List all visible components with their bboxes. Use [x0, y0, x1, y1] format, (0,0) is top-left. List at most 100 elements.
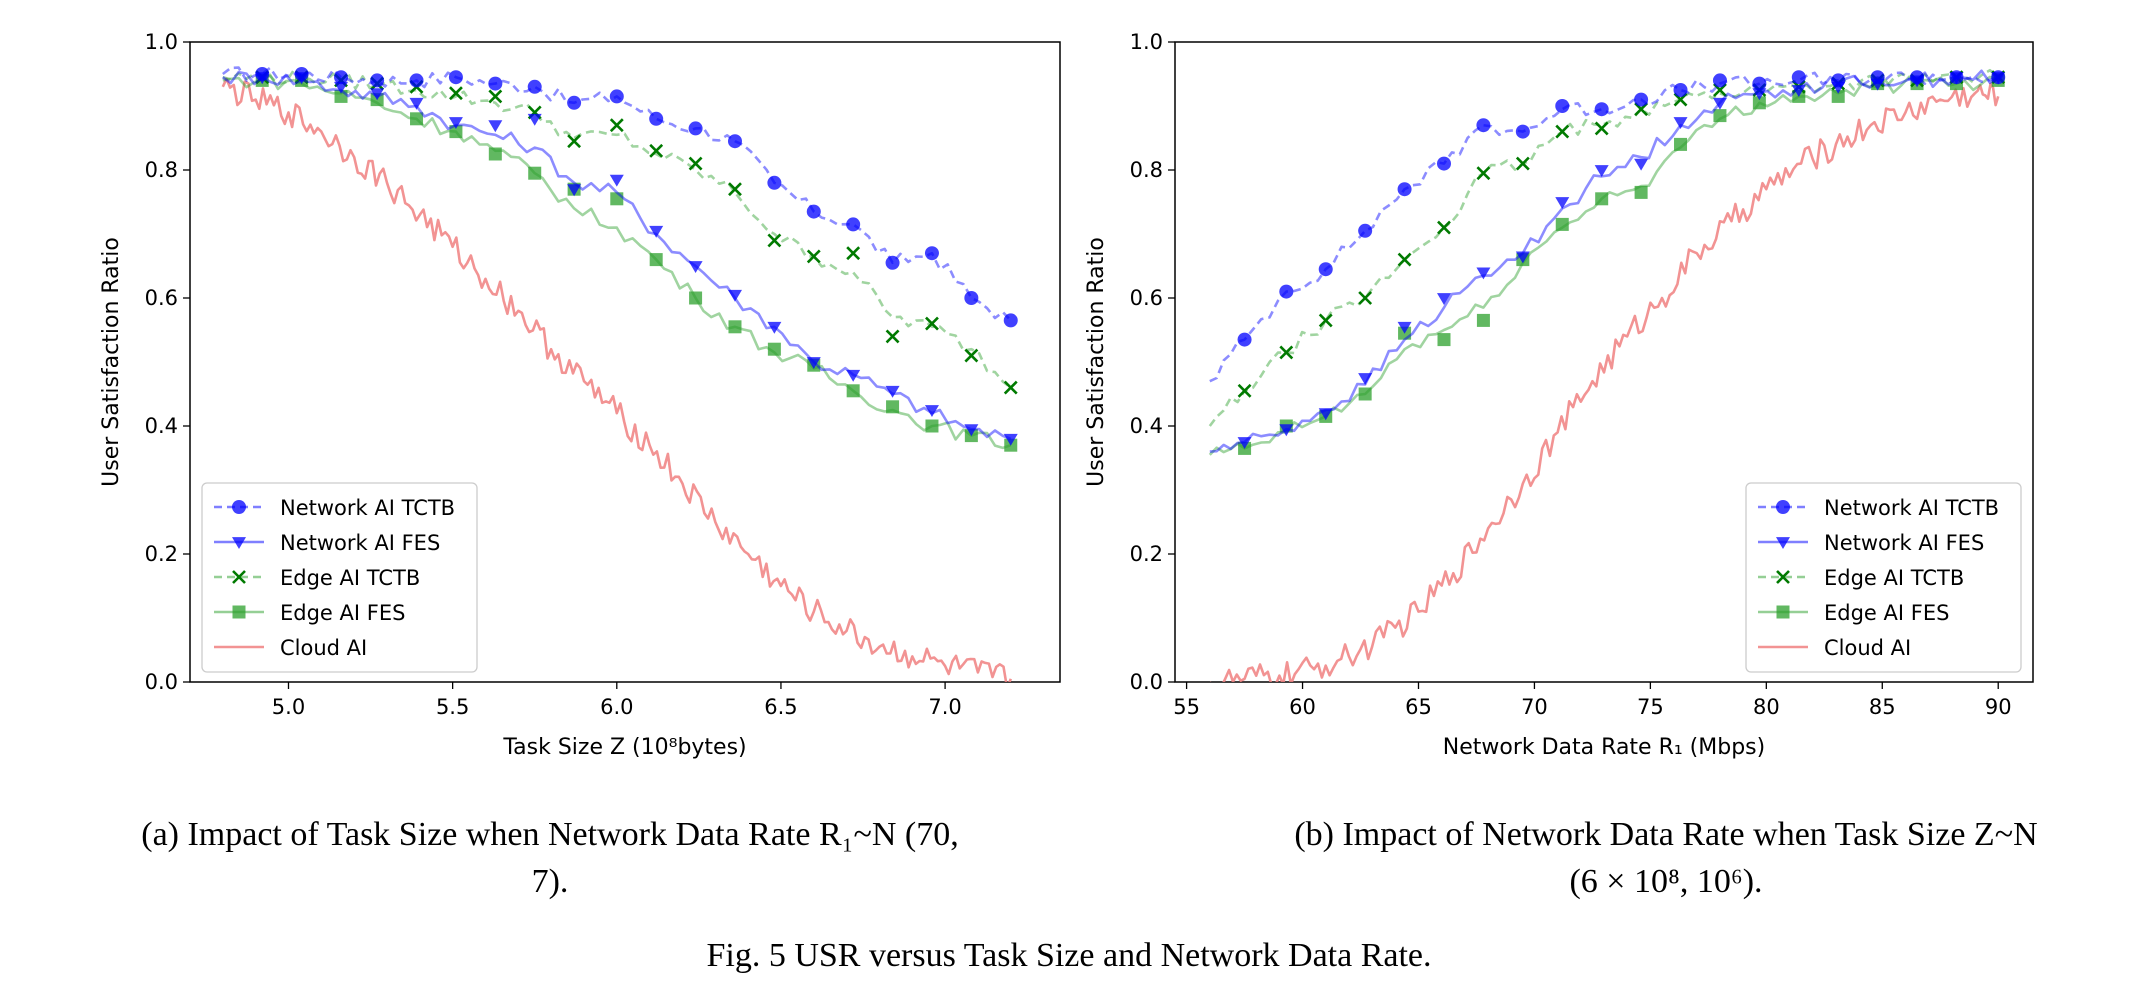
data-point — [1318, 262, 1333, 277]
y-tick-label: 0.0 — [1130, 670, 1163, 694]
data-point — [806, 204, 821, 219]
series-0 — [1209, 70, 2006, 383]
data-point — [1476, 118, 1491, 133]
data-point — [488, 120, 503, 133]
data-point — [1476, 166, 1491, 181]
y-tick-label: 0.8 — [145, 158, 178, 182]
legend-label: Edge AI TCTB — [280, 566, 420, 590]
legend-label: Edge AI FES — [280, 601, 405, 625]
data-point — [567, 95, 582, 110]
x-tick-label: 55 — [1173, 695, 1200, 719]
data-point — [488, 147, 502, 161]
x-tick-label: 7.0 — [928, 695, 961, 719]
data-point — [334, 81, 349, 94]
data-point — [1358, 373, 1373, 385]
data-point — [964, 348, 979, 363]
data-point — [1595, 192, 1609, 206]
series-line — [1208, 68, 2000, 427]
data-point — [649, 225, 664, 238]
data-point — [1279, 284, 1294, 299]
data-point — [1003, 380, 1018, 395]
data-point — [334, 89, 348, 103]
data-point — [1991, 70, 2006, 85]
series-line — [222, 70, 1012, 441]
x-tick-label: 70 — [1521, 695, 1548, 719]
data-point — [1397, 321, 1412, 334]
series-1 — [1209, 69, 2006, 453]
data-point — [1752, 88, 1767, 101]
data-point — [370, 73, 385, 88]
legend-marker — [1776, 537, 1790, 549]
chart-a: User Satisfaction Ratio Task Size Z (10⁸… — [99, 30, 1061, 900]
data-point — [1673, 117, 1688, 129]
data-point — [964, 424, 979, 437]
data-point — [488, 76, 503, 91]
data-point — [1594, 102, 1609, 117]
legend-marker — [232, 570, 246, 584]
data-point — [767, 175, 782, 190]
x-tick-label: 85 — [1869, 695, 1896, 719]
data-point — [767, 342, 781, 356]
data-point — [567, 134, 582, 149]
data-point — [1594, 121, 1609, 136]
data-point — [1870, 70, 1885, 85]
legend-frame — [1745, 482, 2022, 673]
data-point — [1358, 291, 1373, 305]
legend-marker — [1776, 605, 1790, 619]
data-point — [846, 246, 861, 261]
data-point — [1634, 92, 1649, 107]
legend-marker — [1776, 570, 1790, 584]
data-point — [1555, 217, 1569, 231]
data-point — [1555, 124, 1570, 139]
data-point — [806, 357, 821, 369]
data-point — [925, 419, 939, 433]
data-point — [1791, 70, 1806, 85]
series-2 — [1208, 68, 2006, 427]
data-point — [649, 143, 664, 158]
data-point — [885, 329, 900, 344]
data-point — [609, 174, 624, 187]
y-tick-label: 0.2 — [1130, 542, 1163, 566]
series-line — [222, 68, 1012, 389]
data-point — [1003, 313, 1018, 328]
x-tick-label: 65 — [1405, 695, 1432, 719]
data-point — [448, 117, 463, 129]
data-point — [1358, 223, 1373, 238]
data-point — [964, 291, 979, 305]
y-tick-label: 0.4 — [145, 414, 178, 438]
legend-label: Network AI FES — [1824, 531, 1984, 555]
data-point — [846, 217, 861, 232]
data-point — [1752, 76, 1767, 91]
x-tick-label: 75 — [1637, 695, 1664, 719]
data-point — [924, 405, 939, 417]
data-point — [1555, 99, 1570, 113]
x-axis-label: Task Size Z (10⁸bytes) — [502, 735, 746, 760]
plot-frame — [189, 41, 1061, 683]
series-line — [221, 77, 1013, 682]
data-point — [1515, 251, 1530, 264]
x-tick-label: 6.5 — [764, 695, 797, 719]
data-point — [1476, 267, 1491, 280]
data-point — [1279, 424, 1294, 437]
legend-label: Cloud AI — [280, 636, 367, 660]
data-point — [1634, 158, 1649, 171]
data-point — [1237, 437, 1252, 449]
data-point — [409, 73, 424, 88]
subfigure-caption-b-line2: (6 × 10⁸, 10⁶). — [1569, 863, 1762, 900]
x-tick-label: 80 — [1753, 695, 1780, 719]
data-point — [1594, 165, 1609, 177]
data-point — [728, 182, 742, 197]
data-point — [728, 320, 742, 334]
series-1 — [222, 70, 1018, 446]
data-point — [1318, 408, 1333, 421]
y-tick-label: 1.0 — [1130, 30, 1163, 54]
data-point — [1634, 185, 1648, 199]
data-point — [1436, 156, 1451, 171]
data-point — [1237, 332, 1252, 347]
data-point — [649, 111, 664, 126]
data-point — [1791, 85, 1806, 97]
legend-label: Network AI TCTB — [1824, 496, 1999, 520]
data-point — [1237, 383, 1252, 398]
data-point — [1712, 97, 1727, 110]
series-line — [1209, 82, 2000, 682]
